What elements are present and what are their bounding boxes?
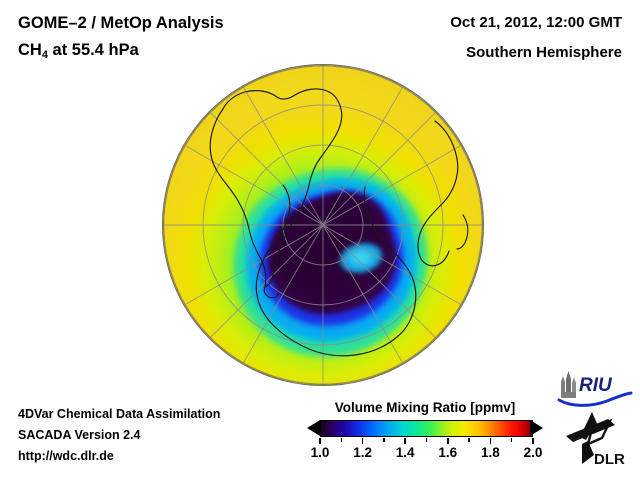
colorbar-tick-label: 1.0 bbox=[310, 445, 330, 460]
colorbar-tick-label: 1.8 bbox=[481, 445, 500, 460]
coastline-antarctica bbox=[255, 184, 417, 357]
colorbar-tick-label: 1.4 bbox=[395, 445, 415, 460]
credits-block: 4DVar Chemical Data Assimilation SACADA … bbox=[18, 404, 220, 467]
colorbar-tick-labels: 1.0 1.2 1.4 1.6 1.8 2.0 bbox=[305, 445, 545, 463]
globe-disc bbox=[163, 65, 483, 385]
graticule-meridians bbox=[164, 66, 482, 384]
dlr-wordmark: DLR bbox=[594, 451, 625, 468]
coastline-africa bbox=[417, 120, 459, 260]
credit-line-url[interactable]: http://wdc.dlr.de bbox=[18, 449, 114, 463]
riu-logo: RIU bbox=[557, 371, 633, 407]
riu-towers-icon bbox=[561, 371, 576, 398]
colorbar-tick-minor bbox=[383, 438, 385, 442]
riu-wordmark: RIU bbox=[579, 375, 613, 396]
colorbar-tick-major bbox=[404, 438, 406, 444]
colorbar-arrow-right-icon bbox=[530, 420, 543, 436]
coastline-south-africa bbox=[420, 250, 450, 267]
colorbar-tick-major bbox=[532, 438, 534, 444]
colorbar-row bbox=[305, 419, 545, 439]
colorbar-tick-minor bbox=[468, 438, 470, 442]
colorbar-tick-major bbox=[319, 438, 321, 444]
map-overlay bbox=[164, 66, 482, 384]
species-level-label: CH4 at 55.4 hPa bbox=[18, 41, 139, 61]
page-title: GOME–2 / MetOp Analysis bbox=[18, 14, 224, 32]
colorbar-tick-minor bbox=[340, 438, 343, 442]
colorbar: Volume Mixing Ratio [ppmv] 1.0 1.2 1.4 1.6 1… bbox=[305, 400, 545, 465]
colorbar-tick-minor bbox=[425, 438, 428, 442]
colorbar-tick-label: 1.6 bbox=[438, 445, 458, 460]
credit-line-version: SACADA Version 2.4 bbox=[18, 428, 141, 442]
colorbar-title: Volume Mixing Ratio [ppmv] bbox=[334, 400, 516, 415]
species-subscript: 4 bbox=[41, 49, 48, 61]
colorbar-tick-major bbox=[447, 438, 449, 444]
colorbar-tick-label: 1.2 bbox=[353, 445, 372, 460]
coastline-tierra-del-fuego bbox=[263, 286, 280, 299]
coastline-australia bbox=[430, 355, 480, 374]
colorbar-tick-major bbox=[489, 438, 492, 444]
coastline-south-america bbox=[222, 88, 343, 288]
dlr-logo: DLR bbox=[566, 412, 625, 468]
species-symbol: CH bbox=[18, 41, 42, 59]
credit-line-method: 4DVar Chemical Data Assimilation bbox=[18, 407, 221, 421]
riu-swoosh-icon bbox=[557, 391, 633, 407]
hemisphere-label: Southern Hemisphere bbox=[466, 44, 622, 61]
colorbar-tick-major bbox=[361, 438, 364, 444]
coastlines bbox=[209, 88, 480, 374]
colorbar-tick-label: 2.0 bbox=[523, 445, 543, 460]
colorbar-tick-minor bbox=[510, 438, 513, 442]
polar-projection-map bbox=[162, 64, 484, 386]
colorbar-gradient bbox=[320, 420, 533, 437]
feature-cyan-eye-core bbox=[349, 249, 373, 266]
datetime-label: Oct 21, 2012, 12:00 GMT bbox=[450, 14, 622, 31]
coastline-madagascar bbox=[456, 214, 469, 250]
dlr-mark-icon bbox=[566, 412, 615, 464]
colorbar-arrow-left-icon bbox=[307, 420, 320, 436]
pressure-level: at 55.4 hPa bbox=[47, 41, 139, 59]
coastline-pacific-margin bbox=[209, 108, 267, 288]
